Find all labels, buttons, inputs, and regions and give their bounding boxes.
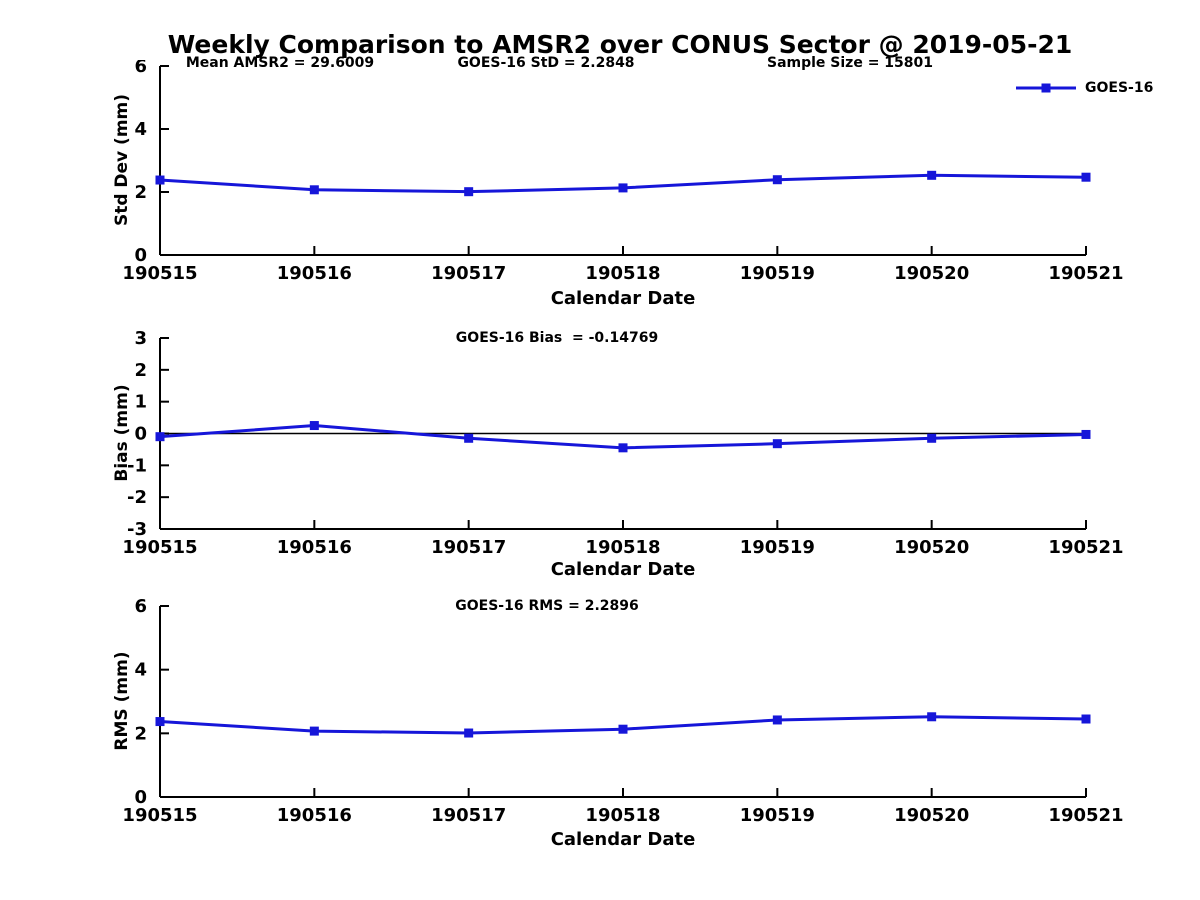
x-tick-label: 190518 [585, 263, 660, 284]
x-tick-label: 190515 [122, 537, 197, 558]
y-tick-label: 0 [134, 787, 147, 808]
annotation-mean-amsr2: Mean AMSR2 = 29.6009 [185, 55, 375, 71]
y-tick-label: 4 [134, 660, 147, 681]
x-tick-label: 190517 [431, 537, 506, 558]
x-tick-label: 190519 [740, 537, 815, 558]
x-axis-label-std-dev: Calendar Date [550, 288, 696, 309]
y-tick-label: 2 [134, 182, 147, 203]
data-point-marker [464, 433, 474, 443]
annotation-sample-size: Sample Size = 15801 [766, 55, 934, 71]
x-tick-label: 190519 [740, 805, 815, 826]
bias-plot-svg: -3 -2 -1 0 1 2 3 190515 190516 190517 190518 190519… [122, 330, 1123, 558]
y-tick-label: 1 [134, 392, 147, 413]
x-tick-label: 190520 [894, 805, 969, 826]
y-tick-label: 6 [134, 598, 147, 617]
rms-plot-title: GOES-16 RMS = 2.2896 [455, 598, 639, 614]
y-tick-label: -2 [127, 487, 147, 508]
y-tick-label: 4 [134, 119, 147, 140]
x-axis-label-bias: Calendar Date [550, 559, 696, 580]
x-tick-label: 190519 [740, 263, 815, 284]
data-point-marker [1081, 429, 1091, 439]
x-tick-label: 190520 [894, 537, 969, 558]
x-tick-label: 190521 [1048, 263, 1123, 284]
x-tick-label: 190518 [585, 805, 660, 826]
data-point-marker [155, 717, 165, 727]
data-point-marker [772, 439, 782, 449]
x-tick-label: 190520 [894, 263, 969, 284]
y-tick-label: -1 [127, 455, 147, 476]
data-point-marker [927, 712, 937, 722]
x-axis-label-rms: Calendar Date [550, 829, 696, 850]
y-tick-label: 2 [134, 723, 147, 744]
rms-plot-svg: 0 2 4 6 190515 190516 190517 190518 190519 190520… [122, 598, 1123, 826]
legend-label: GOES-16 [1085, 80, 1154, 96]
legend-square-marker-icon [1041, 83, 1051, 93]
page-title: Weekly Comparison to AMSR2 over CONUS Se… [167, 30, 1073, 59]
data-point-marker [155, 175, 165, 185]
y-tick-label: 0 [134, 424, 147, 445]
x-tick-label: 190518 [585, 537, 660, 558]
y-tick-label: -3 [127, 519, 147, 540]
x-tick-label: 190517 [431, 805, 506, 826]
x-tick-label: 190521 [1048, 805, 1123, 826]
legend: GOES-16 [1014, 80, 1153, 96]
data-point-marker [1081, 172, 1091, 182]
legend-marker-icon [1016, 83, 1076, 93]
data-point-marker [309, 185, 319, 195]
data-point-marker [464, 187, 474, 197]
data-point-marker [618, 183, 628, 193]
data-point-marker [618, 724, 628, 734]
data-point-marker [927, 170, 937, 180]
data-point-marker [464, 728, 474, 738]
data-point-marker [1081, 714, 1091, 724]
bias-plot-title: GOES-16 Bias = -0.14769 [455, 330, 659, 346]
annotation-goes16-std: GOES-16 StD = 2.2848 [457, 55, 635, 71]
data-point-marker [772, 715, 782, 725]
x-tick-label: 190516 [277, 537, 352, 558]
x-tick-label: 190516 [277, 263, 352, 284]
y-tick-label: 3 [134, 330, 147, 349]
x-tick-label: 190515 [122, 805, 197, 826]
x-tick-label: 190517 [431, 263, 506, 284]
y-tick-label: 0 [134, 245, 147, 266]
data-point-marker [618, 443, 628, 453]
x-tick-label: 190516 [277, 805, 352, 826]
y-tick-label: 2 [134, 360, 147, 381]
std-dev-plot-svg: 0 2 4 6 190515 190516 190517 190518 190519 190520… [122, 60, 1123, 284]
data-point-marker [927, 433, 937, 443]
data-point-marker [309, 726, 319, 736]
data-point-marker [155, 432, 165, 442]
x-tick-label: 190515 [122, 263, 197, 284]
x-tick-label: 190521 [1048, 537, 1123, 558]
data-point-marker [772, 175, 782, 185]
data-point-marker [309, 421, 319, 431]
y-tick-label: 6 [134, 60, 147, 77]
